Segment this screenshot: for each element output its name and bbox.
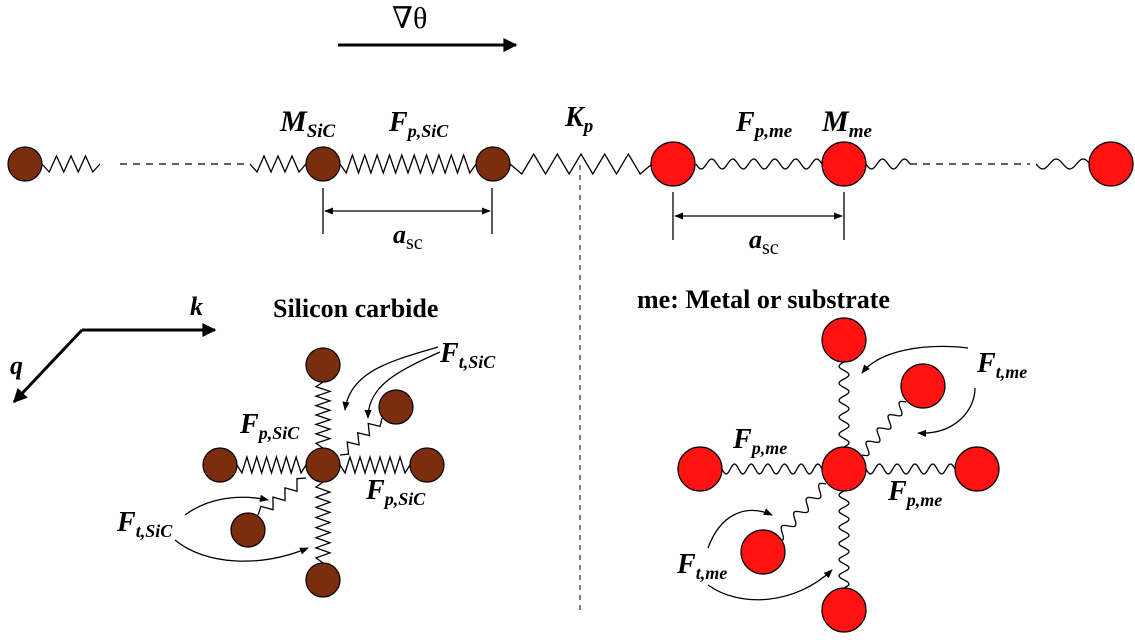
atom-sic-center — [305, 447, 341, 483]
spring-sic — [313, 381, 333, 449]
atom-sic-m — [305, 146, 341, 182]
spring-me — [721, 463, 823, 475]
temperature-gradient: ∇θ — [338, 2, 518, 52]
spring-sic — [41, 154, 101, 174]
sic-label-f-t-top: Ft,SiC — [439, 338, 496, 372]
spring-me — [838, 361, 850, 448]
sic-arrow-top-1 — [342, 346, 439, 411]
spring-me — [865, 158, 911, 170]
spring-sic — [339, 152, 477, 176]
me-arrow-top-2 — [917, 387, 976, 438]
axis-k-label: k — [190, 292, 203, 321]
atom-sic — [7, 146, 43, 182]
atom-sic — [305, 562, 341, 598]
atom-me — [821, 317, 867, 363]
sic-label-f-t-bottom: Ft,SiC — [116, 507, 173, 541]
me-label-f-p-right: Fp,me — [887, 476, 942, 510]
sic-title: Silicon carbide — [273, 294, 438, 323]
atom-me — [650, 141, 696, 187]
me-label-f-t-top: Ft,me — [976, 348, 1027, 382]
sic-arrow-top-2 — [364, 351, 441, 419]
atom-me — [954, 446, 1000, 492]
me-label-f-t-bottom: Ft,me — [676, 549, 727, 583]
spring-interface — [509, 152, 653, 176]
me-arrow-top-1 — [861, 345, 969, 374]
atom-sic — [305, 347, 341, 383]
spring-me — [775, 482, 827, 542]
atom-me-center — [821, 446, 867, 492]
label-a-sc-sic: asc — [393, 220, 423, 254]
sic-label-f-p-right: Fp,SiC — [365, 475, 426, 509]
label-k-p: Kp — [564, 102, 593, 137]
gradient-label: ∇θ — [392, 2, 427, 35]
atom-me — [821, 587, 867, 633]
spring-sic — [249, 154, 307, 174]
spring-me — [861, 400, 907, 457]
spring-sic — [339, 417, 383, 456]
atom-me — [677, 446, 723, 492]
spring-me — [865, 463, 956, 475]
atom-sic — [230, 512, 266, 548]
spring-me — [1035, 158, 1091, 170]
atom-sic — [409, 447, 445, 483]
spring-me — [838, 490, 850, 589]
label-a-sc-me: asc — [749, 225, 779, 259]
axis-q — [12, 328, 84, 404]
me-label-f-p-left: Fp,me — [732, 424, 787, 458]
atom-sic — [202, 447, 238, 483]
sic-arrow-bottom-1 — [184, 494, 269, 516]
sic-label-f-p-left: Fp,SiC — [239, 409, 300, 443]
spring-sic — [236, 454, 307, 476]
label-f-p-sic: Fp,SiC — [388, 107, 449, 141]
label-m-sic: MSiC — [279, 105, 336, 142]
metal-cluster: me: Metal or substrate Ft,me Fp,me Fp,me… — [637, 285, 1027, 633]
silicon-carbide-cluster: Silicon carbide Ft,SiC Fp,SiC Fp,SiC Ft,… — [116, 294, 496, 598]
label-m-me: Mme — [821, 105, 872, 142]
me-arrow-bottom-1 — [707, 508, 773, 549]
atom-me — [740, 529, 786, 575]
atomic-chain: MSiC Fp,SiC Kp Fp,me Mme asc asc — [7, 102, 1134, 259]
spring-me — [695, 158, 823, 170]
spring-sic — [257, 477, 307, 516]
atom-me — [1088, 141, 1134, 187]
me-arrow-bottom-2 — [707, 569, 833, 601]
atom-me — [900, 363, 946, 409]
metal-title: me: Metal or substrate — [637, 285, 890, 314]
wavevector-axes: k q — [10, 292, 217, 404]
sic-arrow-bottom-2 — [174, 539, 309, 562]
atom-sic — [378, 389, 414, 425]
atom-sic — [475, 146, 511, 182]
axis-q-label: q — [10, 351, 23, 380]
spring-sic — [339, 454, 411, 476]
spring-sic — [314, 481, 332, 564]
atom-me-m — [821, 141, 867, 187]
label-f-p-me: Fp,me — [735, 107, 793, 142]
